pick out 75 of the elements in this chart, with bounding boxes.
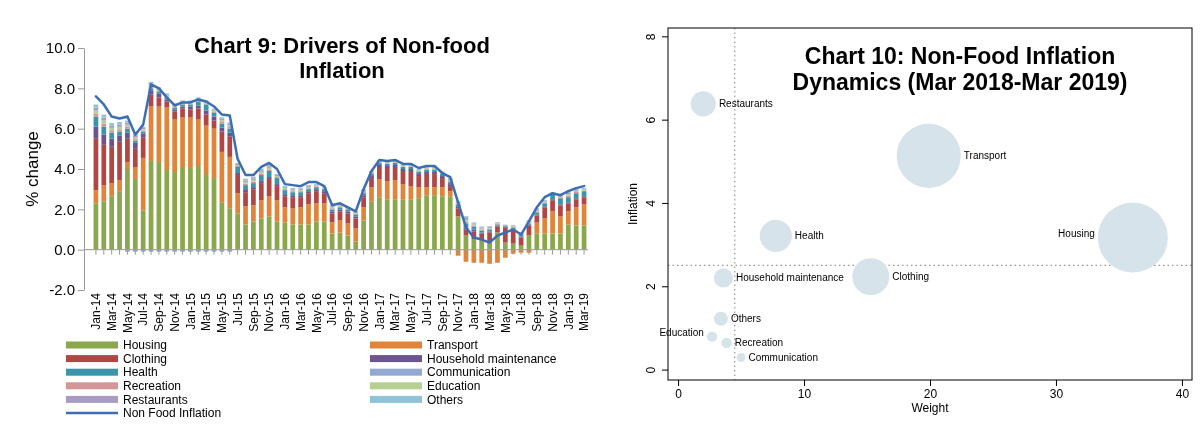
y-tick-label: 8 — [644, 33, 658, 41]
series-label: Education — [659, 327, 704, 339]
x-tick-label: May-15 — [215, 292, 230, 334]
x-tick-label: Jan-19 — [561, 292, 576, 330]
x-tick-label: 20 — [923, 386, 938, 401]
x-tick-label: Jan-15 — [183, 292, 198, 330]
x-tick-label: Jan-18 — [467, 292, 482, 330]
series-label: Clothing — [892, 271, 930, 283]
x-tick-label: Mar-16 — [293, 292, 308, 332]
x-tick-label: 0 — [675, 386, 683, 401]
x-tick-label: Sep-18 — [530, 292, 545, 332]
x-tick-label: Mar-17 — [388, 292, 403, 332]
series-label: Communication — [748, 352, 818, 364]
x-tick-label: Nov-14 — [167, 292, 182, 332]
series-label: Restaurants — [718, 98, 773, 110]
y-tick-label: 6.0 — [54, 119, 75, 137]
x-tick-label: Jul-17 — [419, 292, 434, 326]
legend-label: Household maintenance — [427, 351, 557, 366]
legend-label: Transport — [427, 338, 479, 353]
x-tick-label: Mar-14 — [104, 292, 119, 332]
legend-label: Others — [427, 392, 464, 407]
legend-label: Health — [123, 365, 158, 380]
series-label: Housing — [1058, 228, 1095, 240]
y-tick-label: -2.0 — [49, 281, 75, 299]
x-tick-label: Sep-15 — [246, 292, 261, 332]
x-tick-label: 30 — [1049, 386, 1064, 401]
x-tick-label: Mar-18 — [482, 292, 497, 332]
y-tick-label: 0.0 — [54, 240, 75, 258]
series-label: Transport — [963, 150, 1007, 162]
y-tick-label: 6 — [644, 116, 658, 124]
legend-label: Recreation — [123, 379, 182, 393]
y-tick-label: 2 — [644, 283, 658, 291]
x-tick-label: May-16 — [309, 292, 324, 334]
x-tick-label: Sep-14 — [152, 292, 167, 332]
y-tick-label: 0 — [644, 366, 658, 374]
series-label: Others — [730, 313, 761, 325]
x-tick-label: Jul-15 — [230, 292, 245, 326]
legend-label: Non Food Inflation — [123, 406, 222, 421]
y-tick-label: 8.0 — [54, 79, 75, 97]
x-tick-label: May-14 — [120, 292, 135, 334]
text: Chart 10: Non-Food Inflation Dynamics (Mar 2018-Mar 2019) — [792, 43, 1128, 96]
x-tick-label: Sep-17 — [435, 292, 450, 332]
series-label: Health — [794, 230, 824, 242]
x-axis-title: Weight — [911, 401, 950, 415]
x-tick-label: 40 — [1175, 386, 1190, 401]
series-label: Household maintenance — [736, 272, 845, 284]
x-tick-label: Jan-16 — [278, 292, 293, 330]
x-tick-label: Jul-18 — [514, 292, 529, 326]
x-tick-label: Mar-19 — [577, 292, 592, 332]
y-tick-label: 2.0 — [54, 200, 75, 218]
x-tick-label: Jul-14 — [136, 292, 151, 326]
x-tick-label: Jan-17 — [372, 292, 387, 330]
x-tick-label: Mar-15 — [199, 292, 214, 332]
y-axis-title: Inflation — [626, 182, 640, 226]
y-tick-label: 10.0 — [45, 39, 75, 57]
legend-label: Restaurants — [123, 392, 188, 407]
x-tick-label: May-17 — [404, 292, 419, 334]
x-tick-label: Jan-14 — [89, 292, 104, 330]
legend-label: Housing — [123, 338, 168, 353]
x-tick-label: Nov-18 — [545, 292, 560, 332]
x-tick-label: Nov-15 — [262, 292, 277, 332]
x-tick-label: May-18 — [498, 292, 513, 334]
y-tick-label: 4.0 — [54, 160, 75, 178]
x-tick-label: Jul-16 — [325, 292, 340, 326]
series-label: Recreation — [734, 337, 784, 349]
x-tick-label: Nov-17 — [451, 292, 466, 332]
y-axis-title: % change — [23, 131, 42, 207]
y-tick-label: 4 — [644, 199, 658, 207]
chart-title: Chart 9: Drivers of Non-food Inflation — [194, 33, 490, 84]
x-tick-label: Nov-16 — [356, 292, 371, 332]
legend-label: Education — [427, 379, 481, 393]
x-tick-label: 10 — [797, 386, 812, 401]
legend-label: Clothing — [123, 351, 168, 366]
legend-label: Communication — [427, 365, 511, 380]
x-tick-label: Sep-16 — [341, 292, 356, 332]
